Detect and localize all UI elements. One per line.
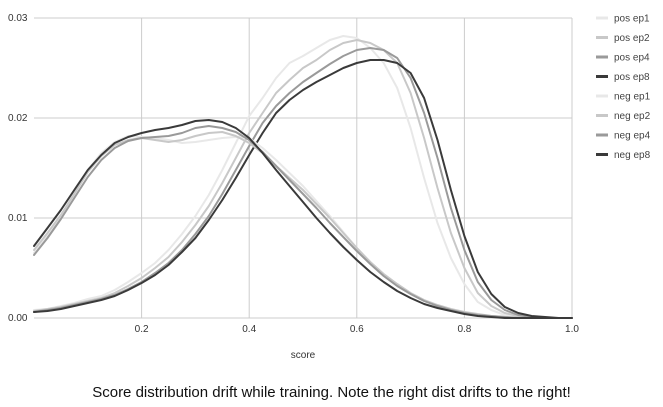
y-tick-label: 0.00: [8, 313, 28, 324]
series-line-pos-ep2: [33, 39, 573, 319]
legend-label: pos ep4: [614, 53, 650, 64]
legend-label: neg ep8: [614, 150, 651, 161]
series-lines: [33, 35, 573, 319]
legend-label: pos ep1: [614, 14, 650, 25]
x-tick-label: 0.6: [350, 324, 364, 335]
chart: 0.00 0.01 0.02 0.03 0.2 0.4 0.6 0.8 1.0 score pos…: [8, 13, 651, 361]
series-line-neg-ep8: [33, 119, 573, 319]
legend: pos ep1 pos ep2 pos ep4 pos ep8 neg ep1 neg e…: [596, 14, 651, 161]
legend-label: neg ep1: [614, 92, 651, 103]
y-tick-label: 0.03: [8, 13, 28, 24]
y-tick-label: 0.01: [8, 213, 28, 224]
legend-label: pos ep8: [614, 72, 650, 83]
y-tick-label: 0.02: [8, 113, 28, 124]
figure-caption: Score distribution drift while training.…: [92, 384, 571, 401]
series-line-pos-ep8: [33, 59, 573, 319]
x-tick-label: 0.2: [135, 324, 149, 335]
series-line-pos-ep1: [33, 35, 573, 319]
legend-label: neg ep4: [614, 131, 651, 142]
legend-label: pos ep2: [614, 33, 650, 44]
x-tick-label: 0.8: [457, 324, 471, 335]
series-line-pos-ep4: [33, 47, 573, 319]
legend-label: neg ep2: [614, 111, 651, 122]
x-tick-label: 0.4: [242, 324, 256, 335]
x-tick-label: 1.0: [565, 324, 579, 335]
grid: [34, 17, 573, 319]
axes: 0.00 0.01 0.02 0.03 0.2 0.4 0.6 0.8 1.0 score: [8, 13, 579, 361]
x-axis-title: score: [291, 350, 316, 361]
